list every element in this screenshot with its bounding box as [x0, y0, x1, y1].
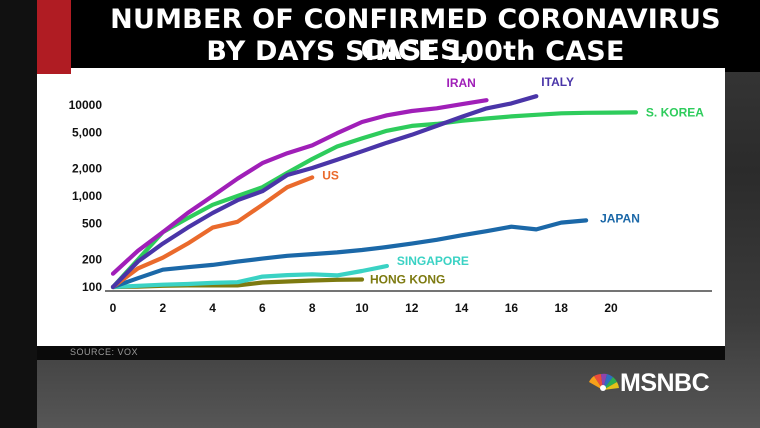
series-label-hong-kong: HONG KONG: [370, 272, 445, 286]
chart-title-line-1: NUMBER OF CONFIRMED CORONAVIRUS CASES,: [110, 4, 721, 66]
series-label-singapore: SINGAPORE: [397, 254, 469, 268]
red-accent-block: [37, 0, 71, 72]
x-tick-label: 16: [505, 301, 519, 315]
x-tick-label: 18: [555, 301, 569, 315]
source-label: SOURCE: VOX: [70, 347, 139, 357]
x-tick-label: 12: [405, 301, 419, 315]
x-tick-label: 8: [309, 301, 316, 315]
x-tick-label: 4: [209, 301, 216, 315]
x-tick-label: 14: [455, 301, 469, 315]
y-tick-label: 500: [82, 216, 102, 230]
left-stripe: [0, 0, 37, 428]
series-line-japan: [110, 218, 589, 290]
series-label-japan: JAPAN: [600, 211, 640, 225]
title-bar: NUMBER OF CONFIRMED CORONAVIRUS CASES, B…: [71, 0, 760, 72]
series-line-italy: [110, 94, 539, 290]
y-tick-label: 5,000: [72, 125, 102, 139]
x-tick-label: 6: [259, 301, 266, 315]
series-line-singapore: [110, 263, 389, 290]
series-label-iran: IRAN: [447, 76, 476, 90]
x-tick-label: 10: [355, 301, 369, 315]
y-tick-label: 10000: [69, 98, 103, 112]
red-accent-strip: [37, 68, 71, 74]
y-tick-label: 200: [82, 253, 102, 267]
x-tick-label: 2: [159, 301, 166, 315]
series-line-us: [110, 175, 315, 290]
y-tick-label: 1,000: [72, 189, 102, 203]
source-bar: [37, 346, 725, 360]
series-label-italy: ITALY: [541, 75, 574, 89]
series-label-us: US: [322, 168, 339, 182]
series-line-iran: [110, 98, 489, 276]
x-tick-label: 0: [110, 301, 117, 315]
chart-title-line-2: BY DAYS SINCE 100th CASE: [206, 36, 625, 67]
y-tick-label: 100: [82, 280, 102, 294]
x-tick-label: 20: [604, 301, 618, 315]
network-logo-text: MSNBC: [620, 369, 710, 397]
y-tick-label: 2,000: [72, 162, 102, 176]
series-line-s-korea: [110, 110, 639, 290]
peacock-icon: [589, 373, 619, 391]
series-label-s-korea: S. KOREA: [646, 105, 704, 119]
